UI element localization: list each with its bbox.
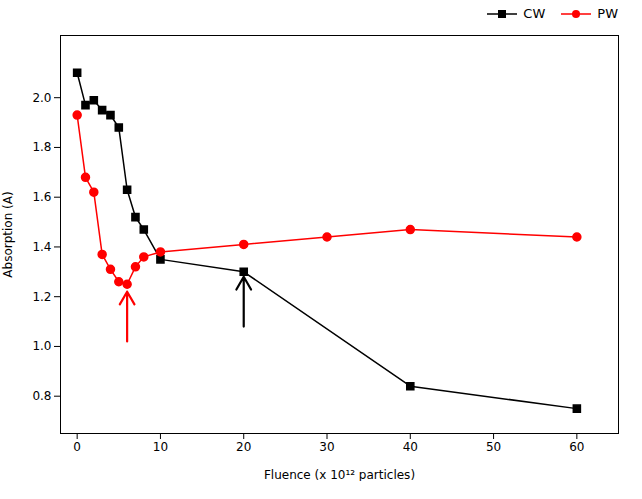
svg-text:Absorption (A): Absorption (A) — [1, 191, 15, 277]
svg-text:0.8: 0.8 — [32, 389, 51, 403]
svg-text:20: 20 — [236, 440, 251, 454]
html-text:PW: PW — [597, 6, 618, 21]
svg-text:40: 40 — [403, 440, 418, 454]
svg-text:10: 10 — [153, 440, 168, 454]
svg-text:Fluence (x 10¹² particles): Fluence (x 10¹² particles) — [264, 468, 415, 482]
svg-text:1.2: 1.2 — [32, 290, 51, 304]
svg-text:30: 30 — [319, 440, 334, 454]
html-text:CW: CW — [523, 6, 546, 21]
svg-text:50: 50 — [486, 440, 501, 454]
svg-text:0: 0 — [73, 440, 81, 454]
svg-text:1.6: 1.6 — [32, 190, 51, 204]
svg-text:60: 60 — [569, 440, 584, 454]
svg-text:2.0: 2.0 — [32, 91, 51, 105]
svg-text:1.4: 1.4 — [32, 240, 51, 254]
svg-text:1.8: 1.8 — [32, 140, 51, 154]
svg-text:1.0: 1.0 — [32, 339, 51, 353]
